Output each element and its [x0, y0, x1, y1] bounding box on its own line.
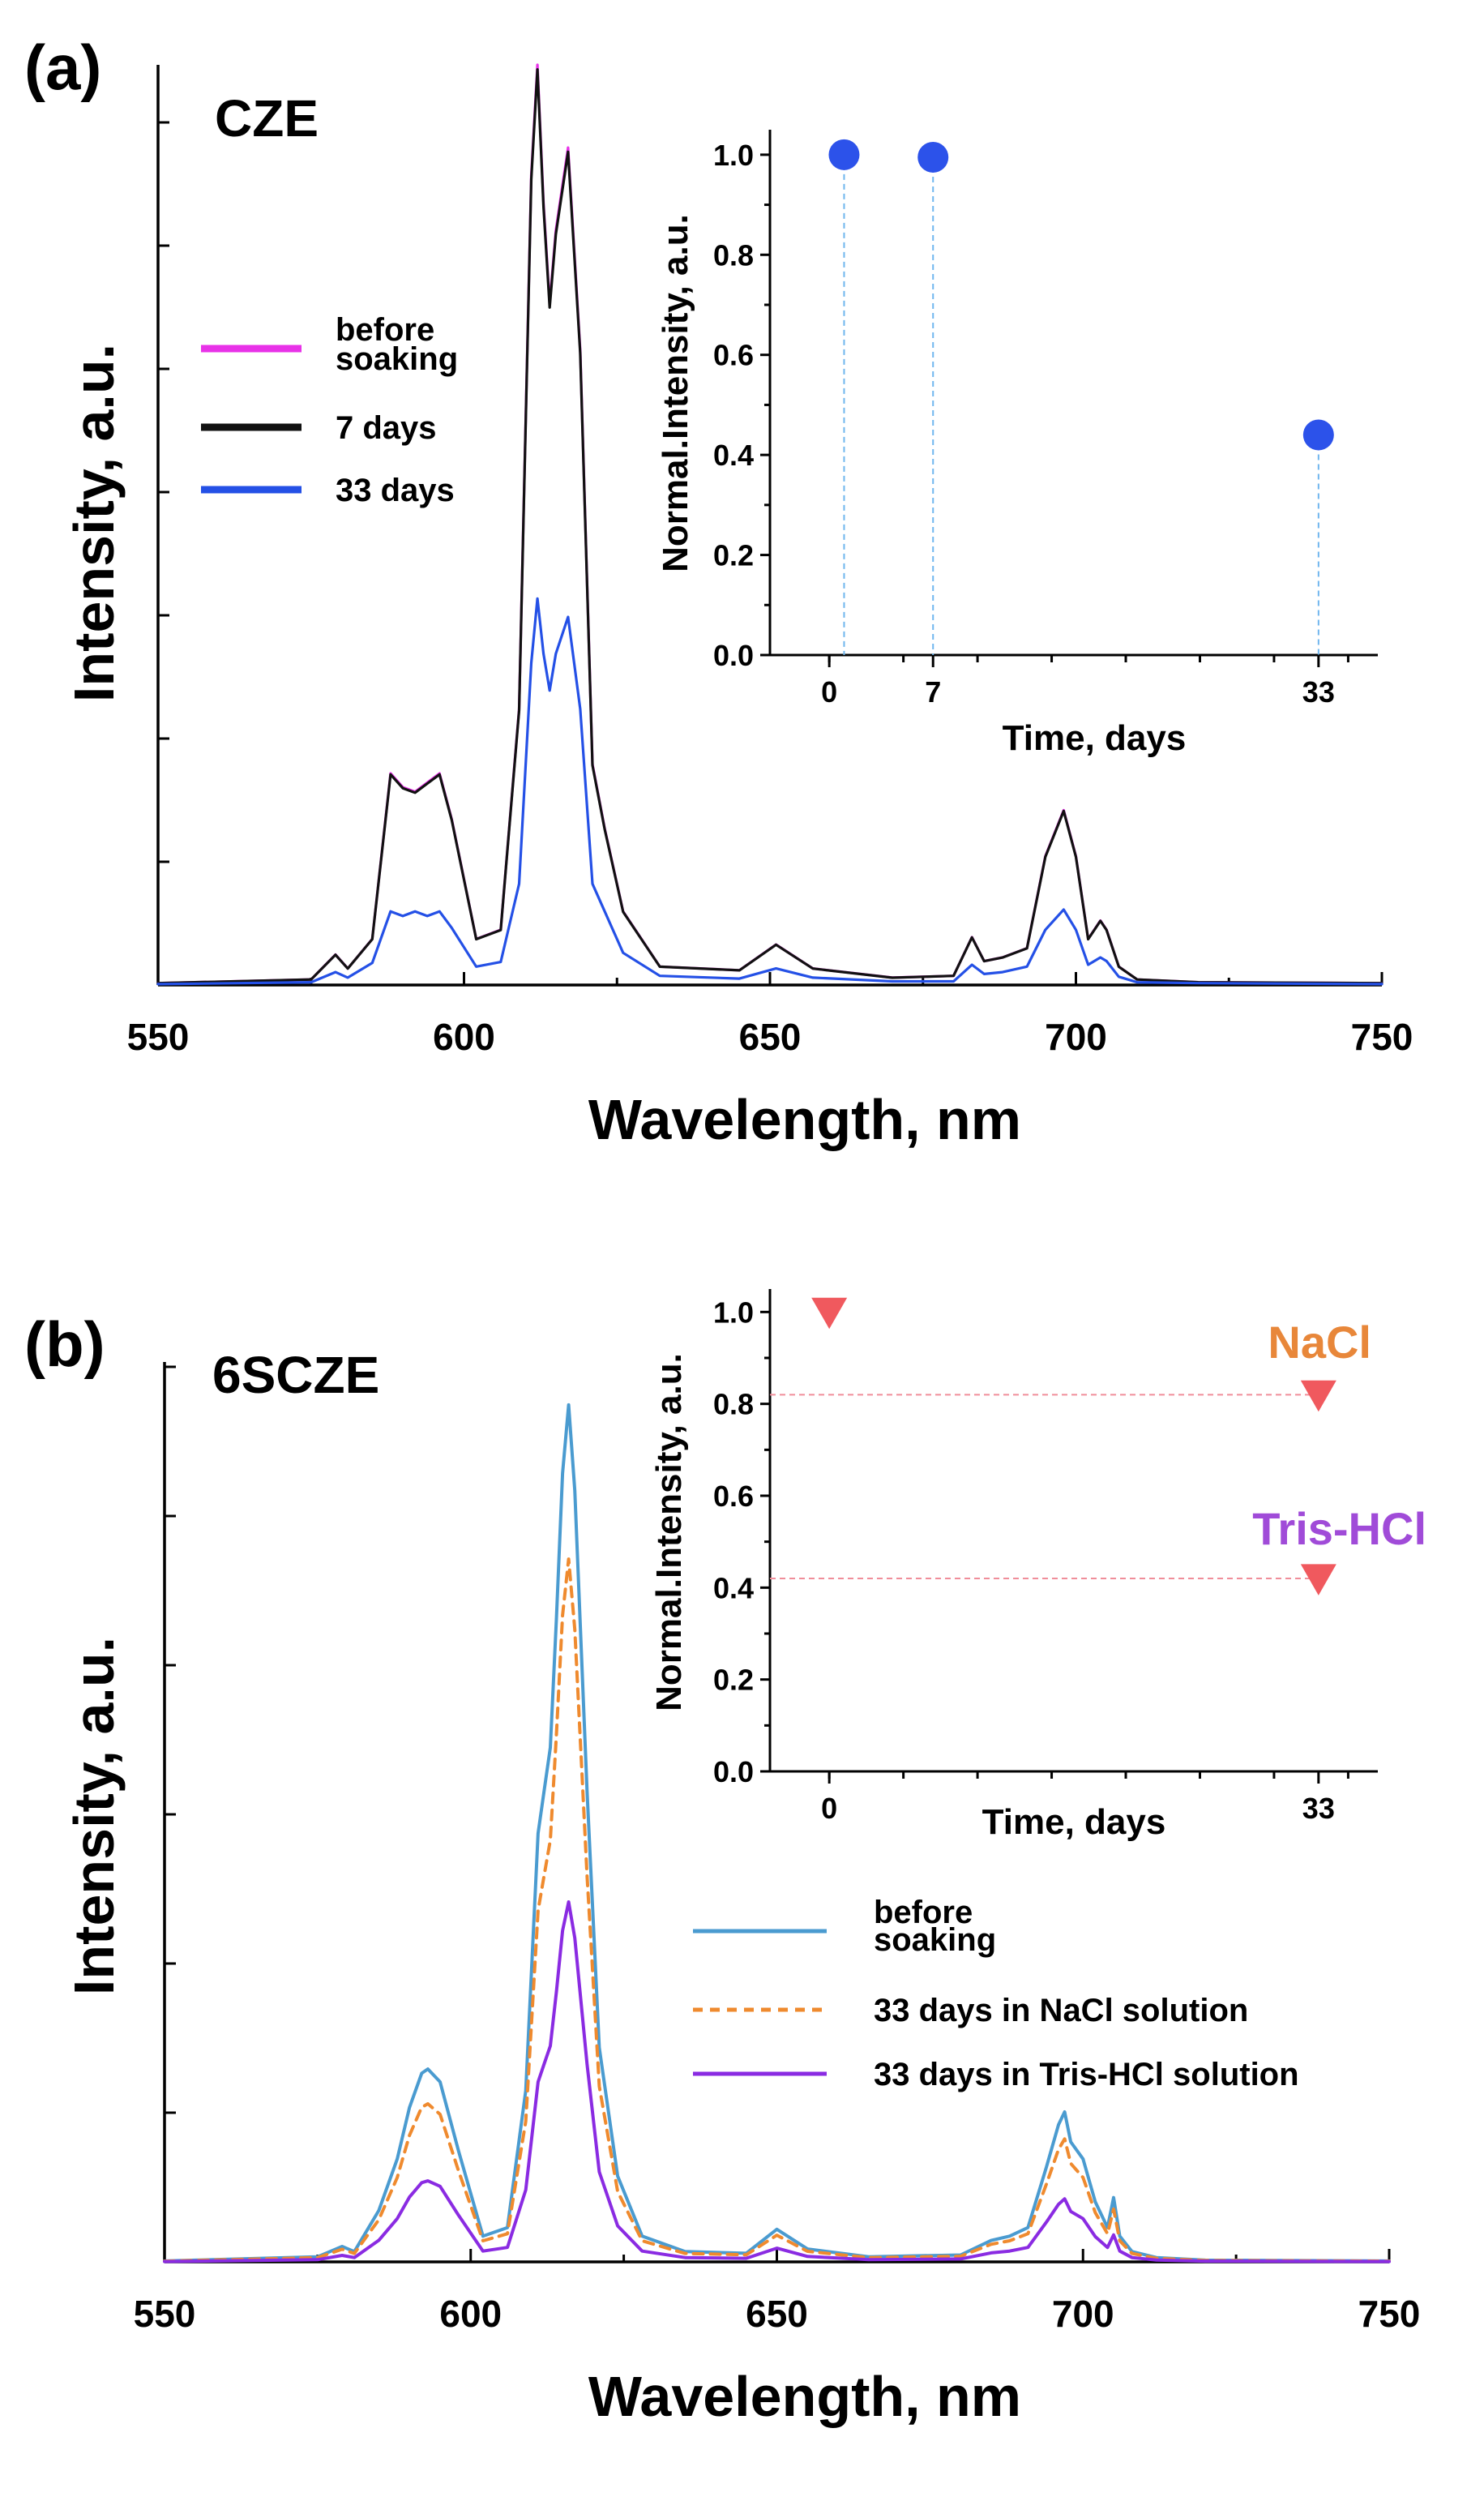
inset-data-point	[828, 139, 860, 170]
legend-label-before-soaking: before soaking	[874, 1895, 996, 1958]
panel-a-label: (a)	[24, 32, 101, 103]
inset-a-y-ticks: 0.0 0.2 0.4 0.6 0.8 1.0	[713, 139, 770, 672]
legend-label-before-soaking-line-2: soaking	[336, 341, 458, 377]
inset-a-y-axis-title: Normal.Intensity, a.u.	[656, 214, 695, 572]
series-line-33-days	[156, 597, 1383, 986]
inset-b-y-axis-title: Normal.Intensity, a.u.	[649, 1353, 689, 1711]
panel-b: (b) 6SCZE 550 600 650 700 750 Wavelength, nm…	[24, 1289, 1426, 2428]
panel-a-x-ticks: 550 600 650 700 750	[127, 972, 1413, 1058]
inset-b-x-ticks: 0 33	[821, 1771, 1349, 1825]
series-line-33-days-in-tris-hcl-solution	[163, 1900, 1391, 2263]
inset-b-y-ticks: 0.0 0.2 0.4 0.6 0.8 1.0	[713, 1296, 770, 1788]
inset-y-axis-tick-label: 0.6	[713, 339, 754, 372]
inset-data-point	[811, 1297, 848, 1330]
inset-data-point	[1302, 419, 1334, 451]
inset-data-point	[917, 141, 949, 173]
panel-b-label: (b)	[24, 1308, 105, 1380]
x-axis-tick-label: 600	[433, 1016, 495, 1058]
inset-a-x-ticks: 0 7 33	[821, 655, 1349, 709]
legend-label-before-soaking-line-1: before	[874, 1895, 973, 1930]
inset-b-x-axis-title: Time, days	[982, 1802, 1166, 1842]
x-axis-tick-label: 600	[439, 2293, 502, 2335]
panel-b-x-ticks: 550 600 650 700 750	[134, 2249, 1421, 2335]
inset-y-axis-tick-label: 0.8	[713, 1388, 754, 1421]
inset-y-axis-tick-label: 0.2	[713, 1664, 754, 1697]
inset-y-axis-tick-label: 1.0	[713, 1296, 754, 1329]
legend-label-before-soaking: before soaking	[336, 312, 458, 377]
inset-x-axis-tick-label: 0	[821, 675, 837, 709]
series-line-before-soaking	[163, 1403, 1391, 2263]
panel-a-inset: 0.0 0.2 0.4 0.6 0.8 1.0 0 7 33 Time, days Norma…	[656, 130, 1378, 758]
inset-y-axis-tick-label: 0.6	[713, 1480, 754, 1513]
x-axis-tick-label: 650	[746, 2293, 808, 2335]
panel-b-series	[163, 1403, 1391, 2263]
inset-x-axis-tick-label: 7	[925, 675, 941, 709]
inset-y-axis-tick-label: 0.0	[713, 639, 754, 672]
panel-b-y-ticks	[165, 1365, 176, 2114]
panel-b-y-axis-title: Intensity, a.u.	[62, 1637, 126, 1995]
legend-label-nacl: 33 days in NaCl solution	[874, 1993, 1248, 2028]
x-axis-tick-label: 700	[1052, 2293, 1114, 2335]
x-axis-tick-label: 650	[739, 1016, 802, 1058]
inset-b-annotation-nacl: NaCl	[1268, 1317, 1371, 1368]
panel-a: (a) CZE 550 600 650 700 750 Wavelength, nm I…	[24, 32, 1413, 1151]
inset-y-axis-tick-label: 0.4	[713, 439, 754, 472]
inset-b-points	[770, 1297, 1336, 1595]
inset-b-annotation-tris-hcl: Tris-HCl	[1252, 1503, 1426, 1554]
legend-label-tris-hcl: 33 days in Tris-HCl solution	[874, 2057, 1299, 2092]
inset-y-axis-tick-label: 1.0	[713, 139, 754, 172]
x-axis-tick-label: 750	[1351, 1016, 1413, 1058]
panel-b-inset: 0.0 0.2 0.4 0.6 0.8 1.0 0 33 NaCl Tris-HCl Tim…	[649, 1289, 1426, 1842]
panel-b-x-axis-title: Wavelength, nm	[588, 2365, 1021, 2428]
inset-a-points	[828, 139, 1334, 655]
inset-data-point	[1300, 1380, 1336, 1412]
series-line-7-days	[156, 68, 1383, 985]
inset-x-axis-tick-label: 33	[1302, 1792, 1335, 1825]
inset-data-point	[1300, 1564, 1336, 1595]
panel-a-y-axis-title: Intensity, a.u.	[62, 344, 126, 702]
inset-y-axis-tick-label: 0.8	[713, 238, 754, 272]
x-axis-tick-label: 700	[1045, 1016, 1107, 1058]
legend-label-before-soaking-line-2: soaking	[874, 1922, 996, 1958]
panel-a-x-axis-title: Wavelength, nm	[588, 1088, 1021, 1151]
x-axis-tick-label: 550	[127, 1016, 190, 1058]
inset-y-axis-tick-label: 0.0	[713, 1755, 754, 1788]
panel-b-sample-name: 6SCZE	[212, 1346, 379, 1404]
inset-x-axis-tick-label: 33	[1302, 675, 1335, 709]
inset-a-x-axis-title: Time, days	[1003, 718, 1187, 758]
legend-label-7-days: 7 days	[336, 410, 437, 446]
panel-a-sample-name: CZE	[215, 89, 319, 148]
panel-a-legend: before soaking 7 days 33 days	[201, 312, 458, 508]
series-line-33-days-in-nacl-solution	[163, 1557, 1391, 2263]
x-axis-tick-label: 550	[134, 2293, 196, 2335]
inset-x-axis-tick-label: 0	[821, 1792, 837, 1825]
panel-a-y-ticks	[158, 121, 169, 863]
panel-a-series	[156, 63, 1383, 986]
legend-label-before-soaking-line-1: before	[336, 312, 434, 348]
inset-y-axis-tick-label: 0.4	[713, 1571, 754, 1604]
panel-b-legend: before soaking 33 days in NaCl solution …	[693, 1895, 1299, 2092]
legend-label-33-days: 33 days	[336, 473, 455, 508]
x-axis-tick-label: 750	[1358, 2293, 1421, 2335]
inset-y-axis-tick-label: 0.2	[713, 539, 754, 572]
